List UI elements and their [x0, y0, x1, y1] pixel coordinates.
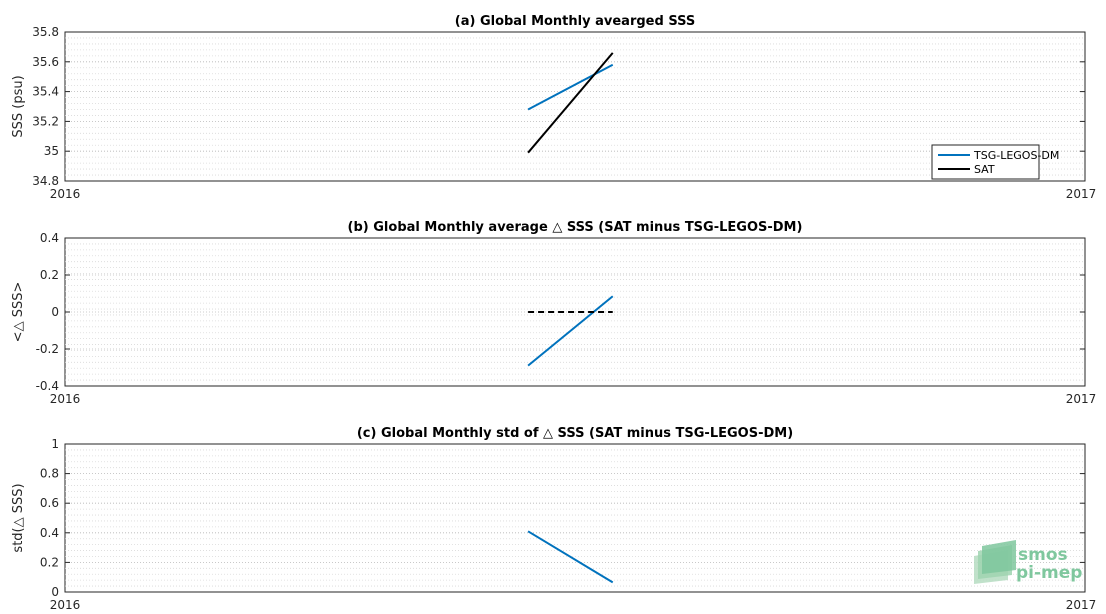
y-axis-label: <△ SSS>	[11, 282, 26, 343]
y-tick-label: 35.6	[32, 55, 59, 69]
y-tick-label: 0	[51, 305, 59, 319]
chart-title: (a) Global Monthly avearged SSS	[455, 14, 695, 29]
chart-title: (c) Global Monthly std of △ SSS (SAT min…	[357, 426, 793, 441]
y-tick-label: 0	[51, 585, 59, 599]
chart-title: (b) Global Monthly average △ SSS (SAT mi…	[348, 220, 803, 235]
x-tick-label: 2016	[50, 187, 81, 201]
x-tick-label: 2017	[1066, 392, 1097, 406]
legend-label: TSG-LEGOS-DM	[973, 149, 1059, 162]
plot-area	[64, 443, 1086, 593]
panel-a: 34.8 35 35.2 35.4 35.6 35.8 2016 2017 (a) Global…	[11, 14, 1096, 201]
y-tick-label: 35.2	[32, 114, 59, 128]
y-tick-label: 0.2	[40, 555, 59, 569]
series-line-0	[527, 530, 614, 584]
y-tick-label: 0.8	[40, 467, 59, 481]
x-tick-label: 2016	[50, 598, 81, 612]
logo-text-pimep: pi-mep	[1016, 563, 1082, 583]
y-tick-label: 1	[51, 437, 59, 451]
logo-mark	[982, 540, 1016, 574]
x-tick-label: 2017	[1066, 187, 1097, 201]
y-axis-label: SSS (psu)	[11, 75, 26, 137]
legend-box	[931, 144, 1040, 180]
series-line-tsg-legos-dm	[527, 63, 614, 111]
y-tick-label: 35	[44, 144, 59, 158]
plot-area	[64, 31, 1086, 182]
y-tick-label: -0.2	[36, 342, 59, 356]
y-tick-label: 34.8	[32, 174, 59, 188]
x-tick-label: 2016	[50, 392, 81, 406]
series-line-0	[527, 295, 614, 367]
panel-b: -0.4 -0.2 0 0.2 0.4 2016 2017 (b) Global Monthl…	[11, 220, 1096, 406]
y-tick-label: 0.4	[40, 526, 59, 540]
y-axis-label: std(△ SSS)	[11, 483, 26, 552]
y-tick-label: 0.6	[40, 496, 59, 510]
x-tick-label: 2017	[1066, 598, 1097, 612]
y-tick-label: 35.8	[32, 25, 59, 39]
y-tick-label: 0.4	[40, 231, 59, 245]
logo-text-smos: smos	[1018, 545, 1068, 565]
y-tick-label: 35.4	[32, 85, 59, 99]
legend-label: SAT	[974, 163, 995, 176]
y-tick-label: -0.4	[36, 379, 59, 393]
panel-c: 0 0.2 0.4 0.6 0.8 1 2016 2017 (c) Global Monthly…	[11, 426, 1096, 612]
y-tick-label: 0.2	[40, 268, 59, 282]
series-line-sat	[527, 52, 614, 154]
